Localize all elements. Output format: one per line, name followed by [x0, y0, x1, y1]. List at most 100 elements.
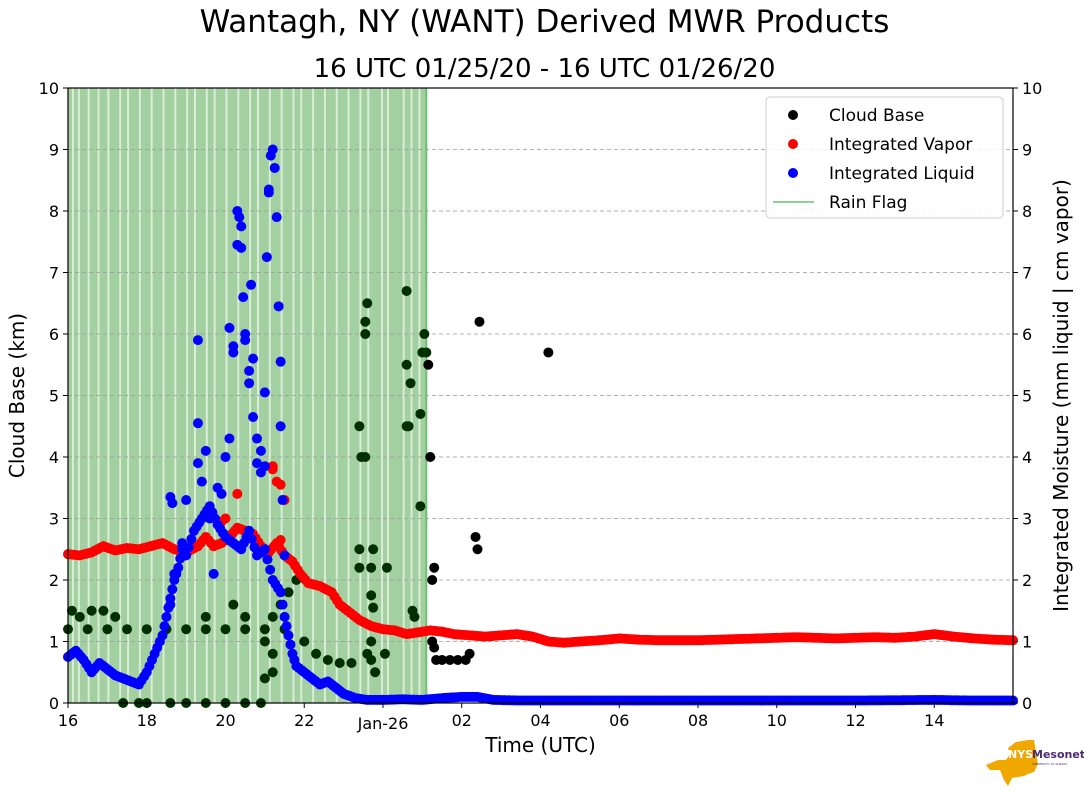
data-point-integrated-liquid	[220, 452, 231, 462]
y-tick-label-left: 0	[49, 694, 59, 713]
y-axis-label-left: Cloud Base (km)	[5, 313, 29, 478]
data-point-cloud-base	[368, 544, 379, 555]
data-point-integrated-vapor	[267, 464, 278, 475]
data-point-cloud-base	[141, 624, 152, 635]
data-point-integrated-liquid	[186, 534, 197, 544]
data-point-cloud-base	[66, 605, 77, 616]
y-axis-label-right: Integrated Moisture (mm liquid | cm vapo…	[1049, 179, 1073, 612]
rain-flag-gap	[386, 88, 389, 703]
rain-flag-gap	[127, 88, 130, 703]
y-tick-label-right: 7	[1022, 264, 1032, 283]
rain-flag-gap	[87, 88, 90, 703]
x-tick-label: 08	[688, 711, 708, 730]
data-point-integrated-liquid	[196, 476, 207, 487]
chart-subtitle: 16 UTC 01/25/20 - 16 UTC 01/26/20	[313, 54, 776, 84]
legend-label: Rain Flag	[829, 193, 907, 213]
rain-flag-gap	[213, 88, 216, 703]
legend-marker	[788, 168, 798, 178]
data-point-cloud-base	[240, 624, 251, 635]
data-point-cloud-base	[299, 636, 310, 647]
data-point-cloud-base	[405, 378, 416, 389]
data-point-cloud-base	[354, 544, 365, 555]
data-point-integrated-vapor	[275, 535, 286, 546]
data-point-integrated-liquid	[161, 611, 172, 622]
y-tick-label-left: 1	[49, 633, 59, 652]
data-point-cloud-base	[368, 602, 379, 613]
data-point-integrated-vapor	[232, 488, 243, 499]
data-point-cloud-base	[122, 624, 133, 635]
data-point-cloud-base	[360, 452, 371, 462]
data-point-integrated-liquid	[273, 301, 284, 312]
y-tick-label-left: 6	[49, 325, 59, 344]
data-point-cloud-base	[267, 667, 278, 678]
x-tick-label: Jan-26	[357, 714, 409, 733]
legend-marker	[788, 139, 798, 149]
data-point-integrated-liquid	[204, 513, 215, 524]
data-point-cloud-base	[370, 667, 381, 678]
data-point-cloud-base	[200, 624, 211, 635]
rain-flag-gap	[150, 88, 153, 703]
data-point-cloud-base	[267, 611, 278, 622]
rain-flag-gap	[359, 88, 362, 703]
data-point-integrated-liquid	[267, 144, 278, 155]
y-tick-label-left: 3	[49, 510, 59, 529]
data-point-integrated-liquid	[224, 433, 235, 444]
data-point-cloud-base	[429, 642, 440, 653]
data-point-cloud-base	[423, 359, 434, 370]
data-point-integrated-liquid	[283, 630, 294, 641]
logo-tagline: UNIVERSITY AT ALBANY	[1032, 762, 1067, 766]
data-point-cloud-base	[415, 501, 426, 512]
data-point-integrated-liquid	[285, 639, 296, 650]
y-tick-label-right: 10	[1022, 79, 1042, 98]
y-tick-label-left: 2	[49, 571, 59, 590]
data-point-integrated-liquid	[169, 568, 180, 579]
data-point-cloud-base	[110, 611, 121, 622]
y-tick-label-right: 4	[1022, 448, 1032, 467]
data-point-integrated-liquid	[275, 587, 286, 598]
data-point-integrated-liquid	[200, 445, 211, 456]
data-point-cloud-base	[401, 359, 412, 370]
data-point-integrated-liquid	[244, 365, 255, 376]
data-point-cloud-base	[401, 285, 412, 296]
data-point-integrated-liquid	[246, 279, 257, 290]
data-point-cloud-base	[470, 531, 481, 542]
data-point-cloud-base	[346, 658, 357, 669]
nys-mesonet-logo: NYS Mesonet UNIVERSITY AT ALBANY	[984, 738, 1085, 788]
rain-flag-gap	[268, 88, 271, 703]
data-point-cloud-base	[379, 648, 390, 659]
data-point-integrated-liquid	[269, 162, 280, 173]
x-axis-label: Time (UTC)	[484, 733, 596, 757]
rain-flag-gap	[162, 88, 165, 703]
x-tick-label: 06	[609, 711, 629, 730]
legend-label: Integrated Liquid	[829, 164, 975, 184]
data-point-cloud-base	[82, 624, 93, 635]
ny-state-shape	[986, 740, 1038, 786]
legend-label: Cloud Base	[829, 106, 924, 126]
data-point-cloud-base	[322, 654, 333, 665]
x-tick-label: 22	[294, 711, 314, 730]
data-point-integrated-liquid	[192, 418, 203, 429]
data-point-integrated-liquid	[248, 412, 259, 423]
data-point-integrated-liquid	[238, 292, 249, 303]
y-tick-label-left: 8	[49, 202, 59, 221]
y-tick-label-left: 5	[49, 387, 59, 406]
data-point-cloud-base	[102, 624, 113, 635]
x-tick-label: 20	[215, 711, 235, 730]
data-point-cloud-base	[259, 673, 270, 684]
data-point-integrated-liquid	[165, 599, 176, 610]
rain-flag-gap	[107, 88, 110, 703]
data-point-integrated-liquid	[262, 554, 273, 565]
data-point-integrated-liquid	[177, 538, 188, 549]
data-point-cloud-base	[452, 654, 463, 665]
data-point-cloud-base	[425, 452, 436, 462]
data-point-cloud-base	[240, 611, 251, 622]
data-point-integrated-liquid	[259, 387, 270, 398]
data-point-integrated-liquid	[236, 221, 247, 232]
data-point-integrated-liquid	[167, 498, 178, 509]
data-point-cloud-base	[98, 605, 109, 616]
x-tick-label: 04	[530, 711, 550, 730]
x-tick-label: 02	[452, 711, 472, 730]
y-tick-label-right: 9	[1022, 141, 1032, 160]
rain-flag-gap	[71, 88, 74, 703]
data-point-integrated-liquid	[275, 356, 286, 367]
